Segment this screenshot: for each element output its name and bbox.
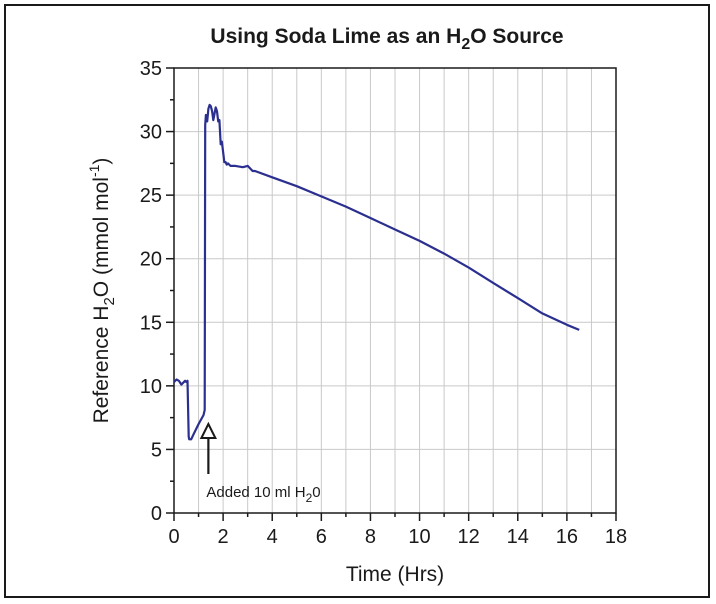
y-tick-label: 10: [140, 376, 162, 398]
y-tick-label: 35: [140, 58, 162, 80]
x-axis-label: Time (Hrs): [346, 563, 444, 586]
series-line-h2o: [173, 103, 580, 441]
y-tick-label: 30: [140, 122, 162, 144]
x-tick-label: 10: [408, 526, 430, 548]
annotation-subscript: 2: [306, 491, 313, 505]
annotation-arrow-head: [199, 421, 217, 439]
y-tick-label: 0: [151, 503, 162, 525]
y-tick-label: 15: [140, 312, 162, 334]
grid-lines: [174, 68, 616, 513]
x-tick-label: 16: [556, 526, 578, 548]
y-axis-label: Reference H2O (mmol mol-1): [86, 158, 118, 424]
annotation-added-water: Added 10 ml H20: [199, 421, 321, 505]
x-tick-label: 4: [267, 526, 278, 548]
tick-labels: 0 2 4 6 8 10 12 14 16 18 0 5 10 15 20 25 30 35: [140, 58, 627, 548]
x-tick-label: 8: [365, 526, 376, 548]
x-tick-label: 18: [605, 526, 627, 548]
axis-ticks: [166, 67, 617, 521]
x-tick-label: 12: [458, 526, 480, 548]
y-label-subscript: 2: [101, 297, 118, 305]
y-tick-label: 25: [140, 185, 162, 207]
title-subscript: 2: [461, 36, 470, 53]
x-tick-label: 2: [218, 526, 229, 548]
x-tick-label: 14: [507, 526, 529, 548]
y-tick-label: 20: [140, 249, 162, 271]
y-label-superscript: -1: [86, 164, 102, 177]
annotation-label: Added 10 ml H20: [206, 484, 320, 505]
x-tick-label: 0: [168, 526, 179, 548]
chart-title: Using Soda Lime as an H2O Source: [210, 25, 563, 53]
x-tick-label: 6: [316, 526, 327, 548]
y-tick-label: 5: [151, 439, 162, 461]
